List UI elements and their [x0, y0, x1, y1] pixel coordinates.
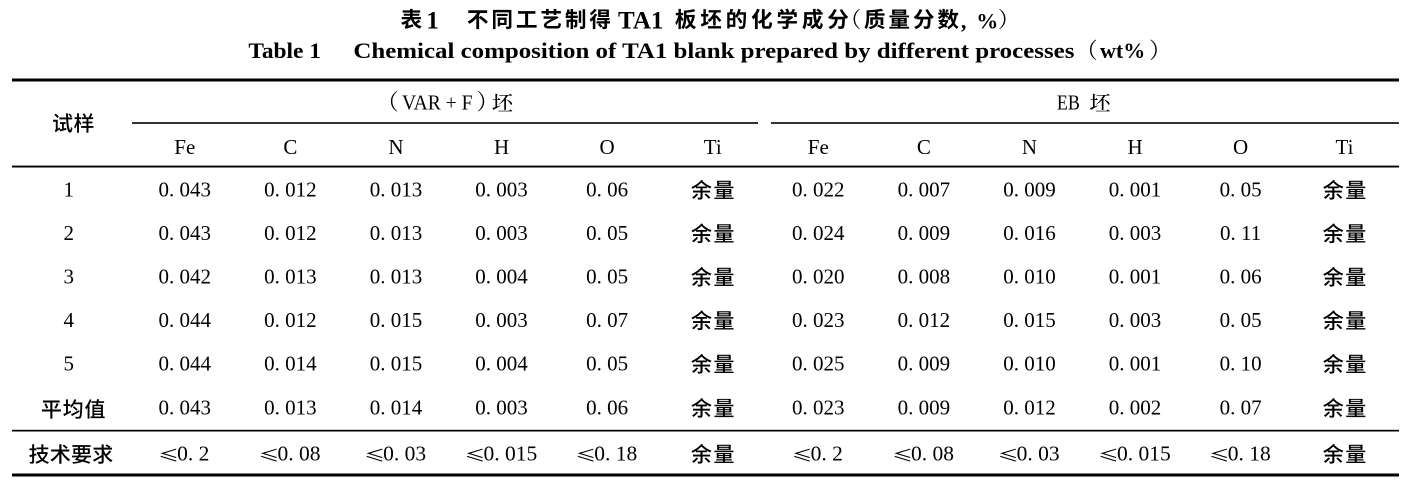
- svg-text:0. 015: 0. 015: [1003, 308, 1056, 332]
- svg-text:0. 009: 0. 009: [898, 351, 951, 375]
- svg-text:0. 015: 0. 015: [370, 308, 423, 332]
- svg-text:0. 012: 0. 012: [264, 221, 317, 245]
- svg-text:0. 05: 0. 05: [586, 221, 628, 245]
- svg-text:0. 003: 0. 003: [475, 221, 528, 245]
- svg-text:3: 3: [64, 264, 75, 288]
- svg-text:0. 025: 0. 025: [792, 351, 845, 375]
- svg-text:0. 05: 0. 05: [1220, 177, 1262, 201]
- svg-text:0. 009: 0. 009: [1003, 177, 1056, 201]
- svg-text:Ti: Ti: [1336, 135, 1354, 159]
- svg-text:wt%: wt%: [1100, 38, 1145, 63]
- svg-text:0. 2: 0. 2: [177, 441, 209, 465]
- svg-text:0. 013: 0. 013: [370, 177, 423, 201]
- svg-text:0. 003: 0. 003: [475, 308, 528, 332]
- svg-text:0. 014: 0. 014: [370, 395, 423, 419]
- svg-text:0. 023: 0. 023: [792, 308, 845, 332]
- svg-text:0. 2: 0. 2: [811, 441, 843, 465]
- svg-text:0. 007: 0. 007: [898, 177, 951, 201]
- svg-text:0. 013: 0. 013: [370, 264, 423, 288]
- svg-text:1: 1: [64, 177, 75, 201]
- svg-text:VAR + F: VAR + F: [402, 91, 473, 115]
- svg-text:0. 020: 0. 020: [792, 264, 845, 288]
- svg-text:0. 043: 0. 043: [159, 177, 212, 201]
- svg-text:0. 044: 0. 044: [159, 308, 212, 332]
- svg-text:C: C: [917, 135, 931, 159]
- svg-text:0. 003: 0. 003: [1109, 308, 1162, 332]
- svg-text:0. 013: 0. 013: [370, 221, 423, 245]
- svg-text:4: 4: [64, 308, 75, 332]
- svg-text:0. 003: 0. 003: [1109, 221, 1162, 245]
- svg-text:H: H: [494, 135, 509, 159]
- svg-text:Ti: Ti: [704, 135, 722, 159]
- svg-text:0. 11: 0. 11: [1220, 221, 1261, 245]
- svg-text:0. 044: 0. 044: [159, 351, 212, 375]
- svg-text:TA1: TA1: [618, 7, 663, 34]
- svg-text:C: C: [283, 135, 297, 159]
- svg-text:0. 012: 0. 012: [1003, 395, 1056, 419]
- svg-text:0. 08: 0. 08: [278, 441, 321, 465]
- svg-text:0. 001: 0. 001: [1109, 264, 1162, 288]
- svg-text:0. 07: 0. 07: [586, 308, 628, 332]
- svg-text:5: 5: [64, 351, 75, 375]
- svg-text:Chemical composition of TA1 bl: Chemical composition of TA1 blank prepar…: [353, 38, 1074, 63]
- svg-text:0. 010: 0. 010: [1003, 264, 1056, 288]
- svg-text:0. 08: 0. 08: [911, 441, 954, 465]
- svg-text:Fe: Fe: [174, 135, 195, 159]
- svg-text:2: 2: [64, 221, 75, 245]
- svg-text:0. 013: 0. 013: [264, 395, 317, 419]
- svg-text:0. 016: 0. 016: [1003, 221, 1056, 245]
- svg-text:0. 014: 0. 014: [264, 351, 317, 375]
- svg-text:O: O: [600, 135, 615, 159]
- svg-text:1: 1: [426, 7, 439, 34]
- svg-text:0. 042: 0. 042: [159, 264, 212, 288]
- svg-text:0. 009: 0. 009: [898, 221, 951, 245]
- svg-text:0. 003: 0. 003: [475, 395, 528, 419]
- svg-text:0. 024: 0. 024: [792, 221, 845, 245]
- svg-text:0. 004: 0. 004: [475, 351, 528, 375]
- svg-text:0. 010: 0. 010: [1003, 351, 1056, 375]
- svg-text:0. 10: 0. 10: [1220, 351, 1262, 375]
- svg-text:0. 015: 0. 015: [1117, 441, 1171, 465]
- svg-text:0. 015: 0. 015: [483, 441, 537, 465]
- svg-text:0. 06: 0. 06: [586, 395, 628, 419]
- svg-text:0. 03: 0. 03: [383, 441, 426, 465]
- svg-text:0. 015: 0. 015: [370, 351, 423, 375]
- svg-text:,: ,: [961, 8, 967, 33]
- svg-text:0. 004: 0. 004: [475, 264, 528, 288]
- svg-text:0. 05: 0. 05: [1220, 308, 1262, 332]
- svg-text:0. 003: 0. 003: [475, 177, 528, 201]
- svg-text:EB: EB: [1057, 91, 1080, 115]
- svg-text:0. 022: 0. 022: [792, 177, 845, 201]
- svg-text:0. 06: 0. 06: [1220, 264, 1262, 288]
- svg-text:0. 03: 0. 03: [1017, 441, 1060, 465]
- svg-text:H: H: [1127, 135, 1142, 159]
- svg-text:0. 07: 0. 07: [1220, 395, 1262, 419]
- svg-text:N: N: [388, 135, 403, 159]
- svg-text:0. 06: 0. 06: [586, 177, 628, 201]
- svg-text:0. 023: 0. 023: [792, 395, 845, 419]
- svg-text:0. 043: 0. 043: [159, 395, 212, 419]
- svg-text:0. 05: 0. 05: [586, 264, 628, 288]
- svg-text:Table 1: Table 1: [248, 38, 321, 63]
- svg-text:0. 05: 0. 05: [586, 351, 628, 375]
- svg-text:0. 012: 0. 012: [264, 308, 317, 332]
- svg-text:0. 012: 0. 012: [898, 308, 951, 332]
- svg-text:0. 001: 0. 001: [1109, 177, 1162, 201]
- svg-text:N: N: [1022, 135, 1037, 159]
- svg-text:O: O: [1233, 135, 1248, 159]
- svg-text:0. 009: 0. 009: [898, 395, 951, 419]
- svg-text:0. 043: 0. 043: [159, 221, 212, 245]
- svg-text:0. 18: 0. 18: [594, 441, 637, 465]
- svg-text:Fe: Fe: [808, 135, 829, 159]
- svg-text:0. 008: 0. 008: [898, 264, 951, 288]
- svg-text:%: %: [976, 8, 998, 33]
- svg-text:0. 013: 0. 013: [264, 264, 317, 288]
- svg-text:0. 001: 0. 001: [1109, 351, 1162, 375]
- svg-text:0. 002: 0. 002: [1109, 395, 1162, 419]
- svg-text:0. 012: 0. 012: [264, 177, 317, 201]
- svg-text:0. 18: 0. 18: [1228, 441, 1271, 465]
